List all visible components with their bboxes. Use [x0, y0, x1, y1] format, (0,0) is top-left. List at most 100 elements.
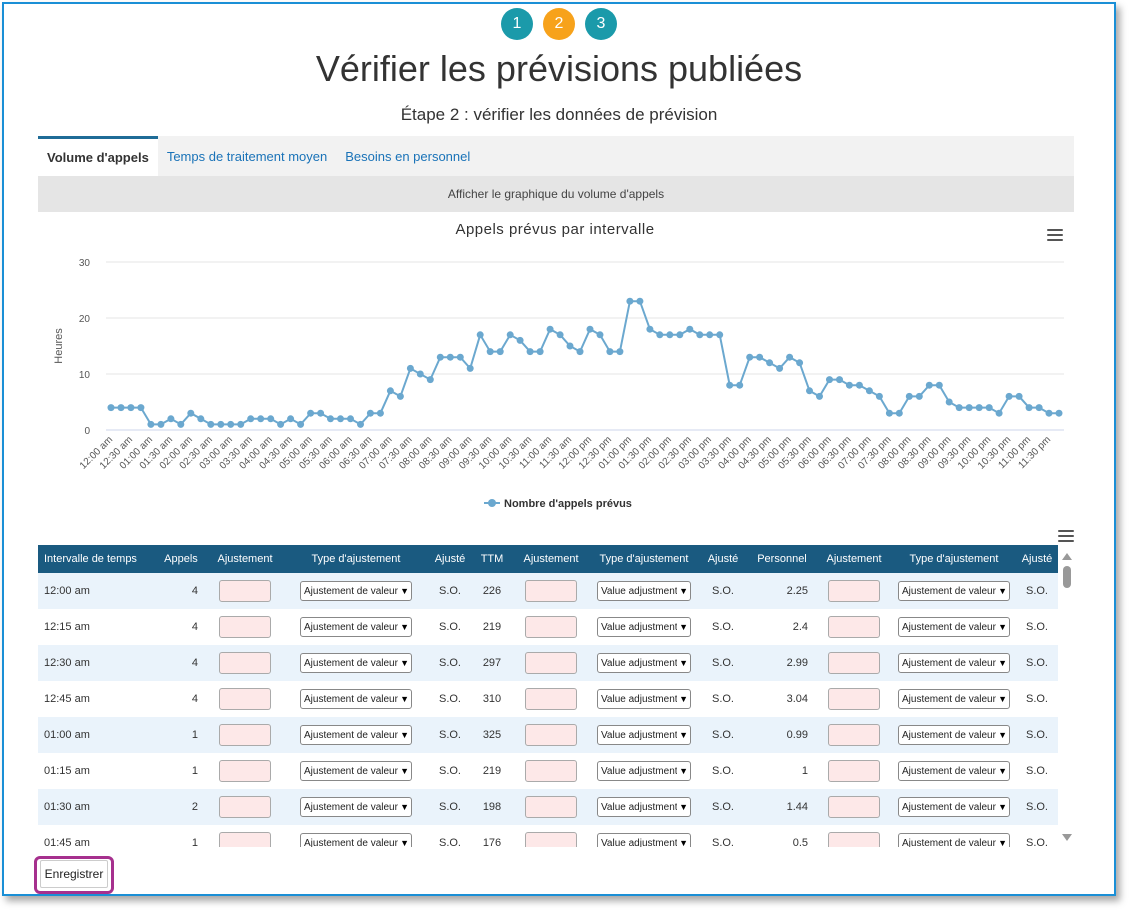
ttm-adjustment-input[interactable]	[525, 796, 577, 818]
data-point[interactable]	[187, 409, 195, 417]
data-point[interactable]	[257, 415, 265, 423]
data-point[interactable]	[117, 404, 125, 412]
data-point[interactable]	[556, 331, 564, 339]
ttm-adjustment-type-select[interactable]: Value adjustment ▼	[597, 653, 691, 673]
save-button[interactable]: Enregistrer	[40, 860, 108, 888]
calls-adjustment-type-select[interactable]: Ajustement de valeur ▼	[300, 617, 412, 637]
staff-adjustment-input[interactable]	[828, 760, 880, 782]
data-point[interactable]	[1025, 404, 1033, 412]
data-point[interactable]	[855, 381, 863, 389]
data-point[interactable]	[995, 409, 1003, 417]
col-header-adjustment-type[interactable]: Type d'ajustement	[590, 545, 698, 573]
data-point[interactable]	[307, 409, 315, 417]
data-point[interactable]	[776, 364, 784, 372]
ttm-adjustment-input[interactable]	[525, 580, 577, 602]
data-point[interactable]	[496, 348, 504, 356]
forecast-table-container[interactable]: Intervalle de temps Appels Ajustement Ty…	[38, 545, 1058, 847]
data-point[interactable]	[935, 381, 943, 389]
ttm-adjustment-type-select[interactable]: Value adjustment ▼	[597, 797, 691, 817]
data-point[interactable]	[157, 420, 165, 428]
data-point[interactable]	[706, 331, 714, 339]
calls-adjustment-type-select[interactable]: Ajustement de valeur ▼	[300, 761, 412, 781]
data-point[interactable]	[546, 325, 554, 333]
data-point[interactable]	[1035, 404, 1043, 412]
tab-average-handle-time[interactable]: Temps de traitement moyen	[166, 148, 328, 164]
data-point[interactable]	[177, 420, 185, 428]
staff-adjustment-input[interactable]	[828, 616, 880, 638]
ttm-adjustment-type-select[interactable]: Value adjustment ▼	[597, 617, 691, 637]
data-point[interactable]	[885, 409, 893, 417]
data-point[interactable]	[107, 404, 115, 412]
data-point[interactable]	[426, 376, 434, 384]
staff-adjustment-input[interactable]	[828, 688, 880, 710]
data-point[interactable]	[865, 387, 873, 395]
data-point[interactable]	[636, 297, 644, 305]
data-point[interactable]	[845, 381, 853, 389]
calls-adjustment-input[interactable]	[219, 760, 271, 782]
ttm-adjustment-input[interactable]	[525, 760, 577, 782]
data-point[interactable]	[955, 404, 963, 412]
data-point[interactable]	[227, 420, 235, 428]
ttm-adjustment-input[interactable]	[525, 616, 577, 638]
data-point[interactable]	[137, 404, 145, 412]
data-point[interactable]	[476, 331, 484, 339]
chart-legend[interactable]: Nombre d'appels prévus	[484, 498, 632, 510]
data-point[interactable]	[376, 409, 384, 417]
data-point[interactable]	[267, 415, 275, 423]
calls-adjustment-type-select[interactable]: Ajustement de valeur ▼	[300, 689, 412, 709]
staff-adjustment-type-select[interactable]: Ajustement de valeur ▼	[898, 689, 1010, 709]
calls-adjustment-type-select[interactable]: Ajustement de valeur ▼	[300, 653, 412, 673]
ttm-adjustment-type-select[interactable]: Value adjustment ▼	[597, 581, 691, 601]
tab-staffing-needs[interactable]: Besoins en personnel	[345, 148, 471, 164]
data-point[interactable]	[915, 392, 923, 400]
data-point[interactable]	[277, 420, 285, 428]
col-header-adjustment[interactable]: Ajustement	[206, 545, 284, 573]
col-header-ttm[interactable]: TTM	[472, 545, 512, 573]
staff-adjustment-type-select[interactable]: Ajustement de valeur ▼	[898, 797, 1010, 817]
staff-adjustment-type-select[interactable]: Ajustement de valeur ▼	[898, 617, 1010, 637]
data-point[interactable]	[287, 415, 295, 423]
data-point[interactable]	[436, 353, 444, 361]
data-point[interactable]	[386, 387, 394, 395]
data-point[interactable]	[816, 392, 823, 400]
staff-adjustment-input[interactable]	[828, 724, 880, 746]
data-point[interactable]	[786, 353, 794, 361]
data-point[interactable]	[1015, 392, 1023, 400]
data-point[interactable]	[616, 348, 624, 356]
step-2[interactable]: 2	[543, 8, 575, 40]
data-point[interactable]	[895, 409, 903, 417]
data-point[interactable]	[526, 348, 534, 356]
data-point[interactable]	[746, 353, 754, 361]
col-header-adjustment[interactable]: Ajustement	[512, 545, 590, 573]
data-point[interactable]	[646, 325, 654, 333]
data-point[interactable]	[676, 331, 684, 339]
staff-adjustment-type-select[interactable]: Ajustement de valeur ▼	[898, 833, 1010, 847]
scroll-down-arrow-icon[interactable]	[1062, 834, 1072, 841]
ttm-adjustment-type-select[interactable]: Value adjustment ▼	[597, 761, 691, 781]
data-point[interactable]	[456, 353, 464, 361]
tab-call-volume[interactable]: Volume d'appels	[38, 136, 158, 176]
data-point[interactable]	[237, 420, 245, 428]
data-point[interactable]	[925, 381, 933, 389]
data-point[interactable]	[965, 404, 973, 412]
chart-hamburger-menu-icon[interactable]	[1047, 229, 1063, 243]
staff-adjustment-type-select[interactable]: Ajustement de valeur ▼	[898, 653, 1010, 673]
data-point[interactable]	[826, 376, 833, 384]
data-point[interactable]	[666, 331, 674, 339]
data-point[interactable]	[985, 404, 993, 412]
ttm-adjustment-input[interactable]	[525, 832, 577, 847]
col-header-adjustment-type[interactable]: Type d'ajustement	[892, 545, 1016, 573]
step-1[interactable]: 1	[501, 8, 533, 40]
calls-adjustment-input[interactable]	[219, 616, 271, 638]
calls-adjustment-input[interactable]	[219, 832, 271, 847]
data-point[interactable]	[1055, 409, 1063, 417]
ttm-adjustment-input[interactable]	[525, 688, 577, 710]
data-point[interactable]	[506, 331, 514, 339]
scroll-thumb[interactable]	[1063, 566, 1071, 588]
data-point[interactable]	[217, 420, 225, 428]
data-point[interactable]	[975, 404, 983, 412]
data-point[interactable]	[347, 415, 354, 423]
data-point[interactable]	[875, 392, 883, 400]
staff-adjustment-type-select[interactable]: Ajustement de valeur ▼	[898, 725, 1010, 745]
calls-adjustment-input[interactable]	[219, 724, 271, 746]
